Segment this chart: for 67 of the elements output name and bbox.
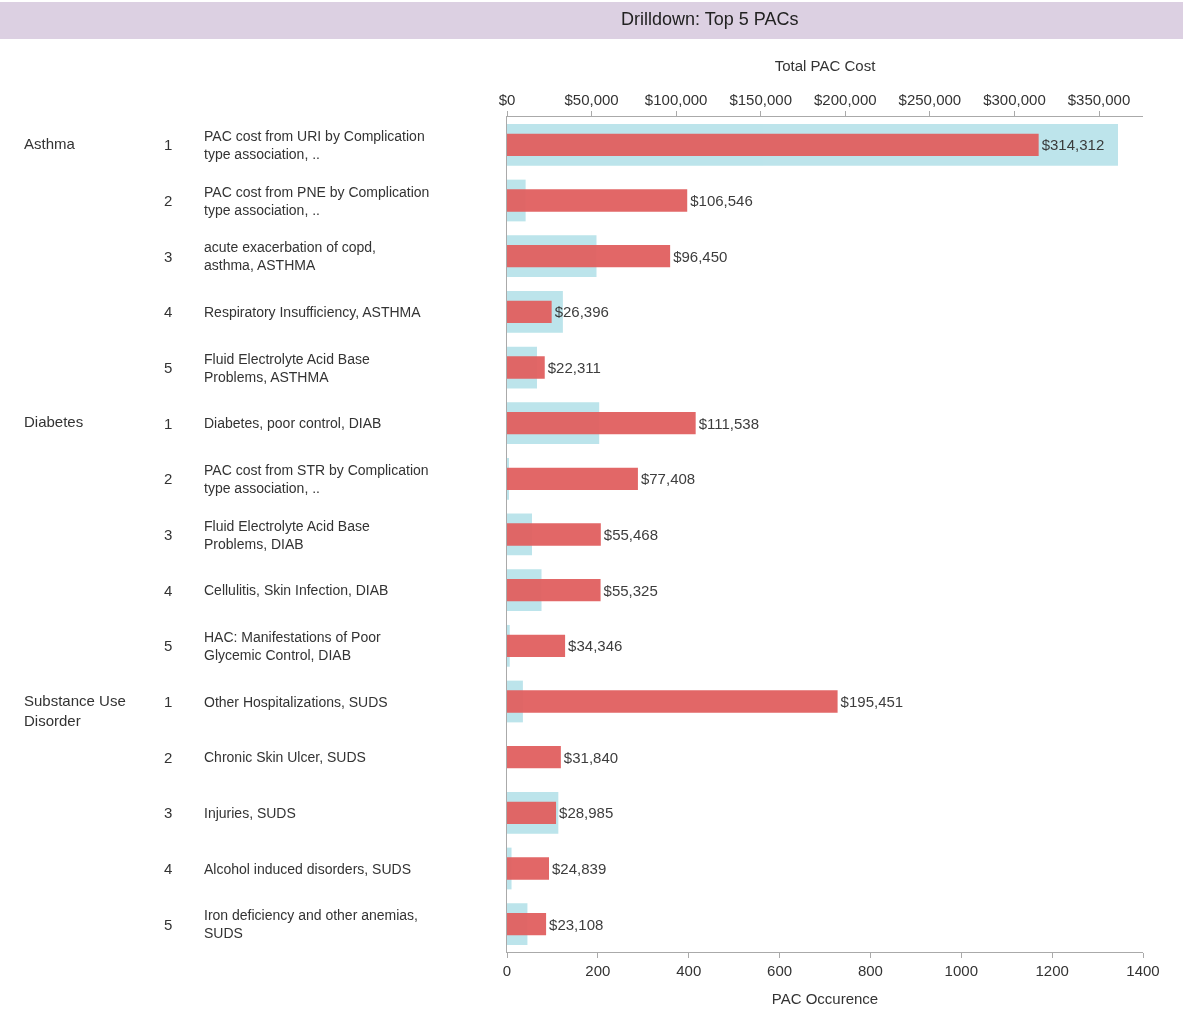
y-tick-label: Chronic Skin Ulcer, SUDS [204,749,366,765]
data-label: $106,546 [690,192,753,209]
x-tick-label: 600 [767,962,793,979]
y-tick-label: Iron deficiency and other anemias, SUDS [204,907,419,942]
text: 3 [164,804,173,821]
data-label: $26,396 [554,303,609,321]
x-tick-label: 400 [676,962,702,979]
text: 1 [164,136,173,153]
text: 5 [164,359,173,376]
x2-axis-title: Total PAC Cost [774,57,877,75]
text: 4 [164,582,173,599]
data-label: $55,325 [603,581,658,599]
y-tick-label: PAC cost from URI by Complication type association, .. [204,128,425,163]
chart-title: Drilldown: Top 5 PACs [621,8,799,29]
text: 4 [164,303,173,320]
x2-tick-label: $0 [498,91,516,108]
data-label: $111,538 [698,414,760,432]
data-label: $34,346 [568,637,623,655]
x-tick-label: 1000 [944,962,978,979]
x2-tick-label: $150,000 [729,91,793,108]
data-label: $23,108 [549,915,604,933]
data-label: $314,312 [1041,136,1105,154]
text: 5 [164,916,173,933]
y-tick-label: Diabetes, poor control, DIAB [204,415,382,431]
data-label: $28,985 [559,804,614,822]
data-label: $22,311 [547,359,601,376]
x2-tick-label: $300,000 [983,91,1046,108]
x-tick-label: 1400 [1126,962,1160,979]
data-label: $24,839 [552,860,607,877]
y-tick-label: Injuries, SUDS [204,805,296,821]
data-label: $31,840 [563,748,619,766]
text: 2 [164,192,173,209]
x2-tick-label: $100,000 [644,91,708,108]
text: 2 [164,749,173,766]
x2-tick-label: $50,000 [564,91,619,108]
data-label: $77,408 [640,470,696,488]
y-tick-label: Alcohol induced disorders, SUDS [204,861,411,877]
text: Diabetes [24,413,84,430]
y-tick-label: Respiratory Insufficiency, ASTHMA [204,304,422,320]
text: Asthma [24,135,76,152]
y-tick-label: PAC cost from PNE by Complication type association, .. [204,184,430,219]
data-label: $96,450 [673,247,728,265]
y-tick-label: PAC cost from STR by Complication type association, .. [204,462,429,497]
x-tick-label: 1200 [1035,962,1069,979]
y-tick-label: HAC: Manifestations of Poor Glycemic Control, DIAB [204,629,381,664]
data-label: $55,468 [603,526,659,543]
x2-tick-label: $350,000 [1067,91,1131,108]
x-tick-label: 800 [857,962,883,979]
text: Substance Use Disorder [24,692,126,729]
y-tick-label: Cellulitis, Skin Infection, DIAB [204,582,389,598]
text: 2 [164,470,173,487]
text: 5 [164,637,173,654]
y-tick-label: Fluid Electrolyte Acid Base Problems, ASTHMA [204,351,370,386]
text: 3 [164,526,173,543]
x2-tick-label: $200,000 [814,91,877,108]
text: 1 [164,693,173,710]
data-label: $195,451 [840,693,904,710]
text: 3 [164,248,173,265]
text: 4 [164,860,173,877]
y-tick-label: Other Hospitalizations, SUDS [204,694,388,710]
y-tick-label: acute exacerbation of copd, asthma, ASTHMA [204,239,377,274]
x-tick-label: 0 [502,962,512,979]
text: 1 [164,415,173,432]
x-axis-title: PAC Occurence [771,990,879,1007]
x-tick-label: 200 [585,962,611,979]
x2-tick-label: $250,000 [898,91,962,108]
y-tick-label: Fluid Electrolyte Acid Base Problems, DIAB [204,518,370,553]
